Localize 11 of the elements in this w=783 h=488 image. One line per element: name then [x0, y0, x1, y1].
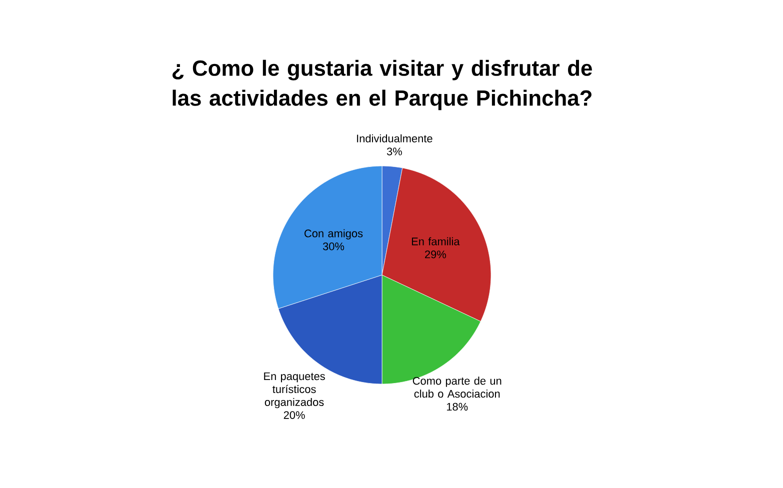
data-label: 30%	[322, 242, 344, 250]
slice-label: En paquetes turísticos organizados	[264, 372, 325, 408]
data-label: 29%	[425, 250, 446, 258]
slice-label: En familia	[412, 237, 460, 246]
data-label: 3%	[386, 148, 402, 156]
data-label: 18%	[446, 402, 468, 411]
chart-title: ¿ Como le gustaria visitar y disfrutar de las actividades en el Parque Pichincha?	[172, 60, 592, 110]
slice-label: Como parte de un club o Asociacion	[412, 376, 502, 398]
slice-label: Con amigos	[304, 229, 363, 240]
data-label: 20%	[284, 411, 305, 419]
slice-label: Individualmente	[357, 134, 432, 142]
